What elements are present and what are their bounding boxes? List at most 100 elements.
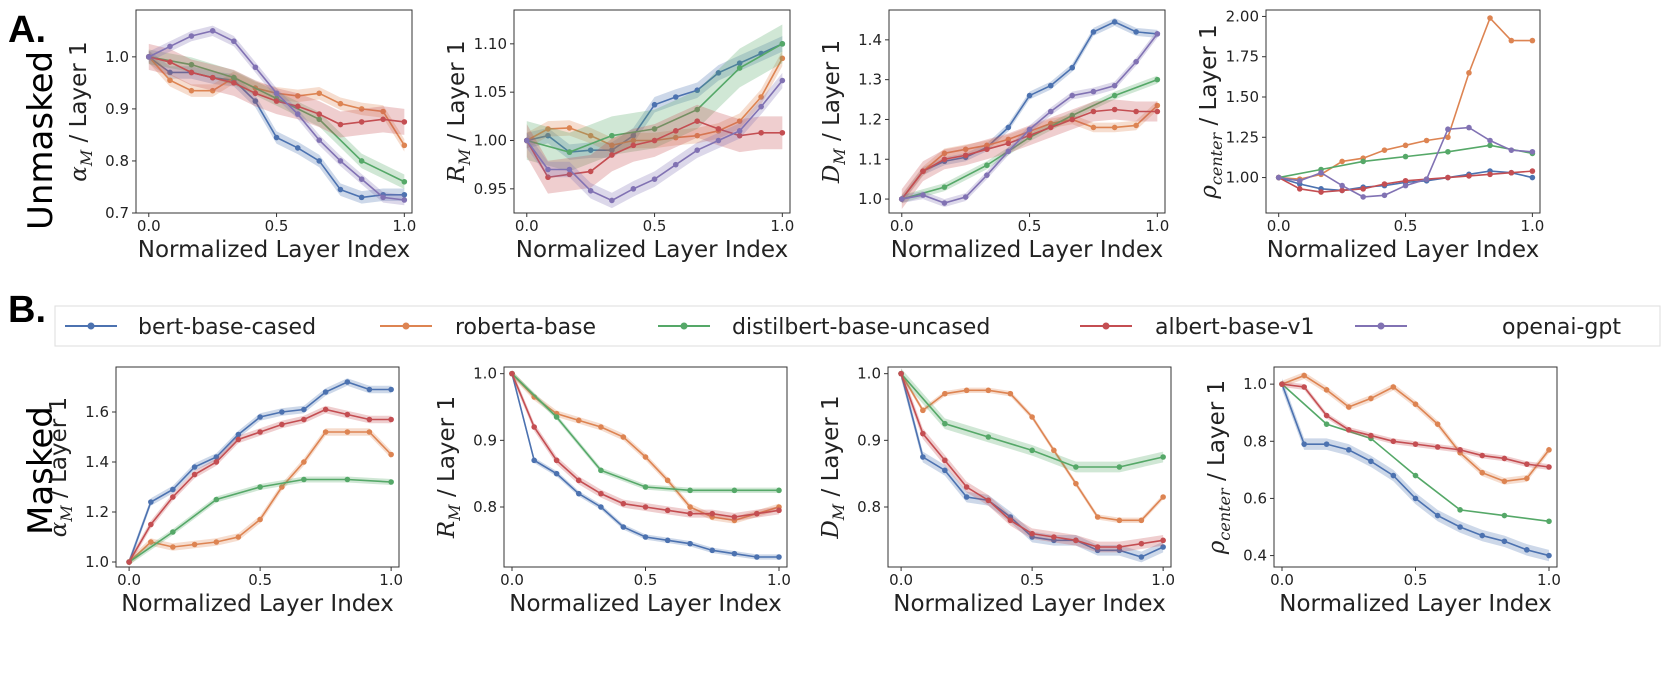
data-point-albert-base-v1	[553, 457, 560, 464]
data-point-openai-gpt	[167, 43, 173, 50]
data-point-albert-base-v1	[1301, 384, 1307, 390]
legend-marker-icon	[1377, 322, 1385, 330]
x-tick-label: 1.0	[770, 217, 794, 235]
data-point-albert-base-v1	[963, 484, 970, 490]
data-point-albert-base-v1	[509, 370, 515, 377]
data-point-roberta-base	[1160, 494, 1166, 500]
x-axis-label: Normalized Layer Index	[1279, 591, 1552, 617]
data-point-albert-base-v1	[344, 411, 351, 418]
y-tick-label: 0.8	[105, 152, 129, 170]
data-point-roberta-base	[337, 100, 344, 107]
data-point-albert-base-v1	[1051, 534, 1057, 540]
data-point-roberta-base	[1090, 124, 1097, 131]
data-point-distilbert-base-uncased	[188, 61, 195, 68]
data-point-bert-base-cased	[531, 457, 537, 464]
data-point-bert-base-cased	[1138, 554, 1145, 560]
data-point-roberta-base	[598, 424, 604, 430]
data-point-bert-base-cased	[316, 158, 323, 164]
data-point-albert-base-v1	[664, 507, 671, 514]
data-point-albert-base-v1	[1116, 544, 1123, 550]
data-point-distilbert-base-uncased	[1501, 512, 1508, 519]
y-tick-label: 0.95	[474, 180, 507, 198]
data-point-openai-gpt	[401, 197, 408, 203]
data-point-albert-base-v1	[380, 116, 386, 123]
data-point-bert-base-cased	[1412, 495, 1419, 502]
data-point-roberta-base	[1116, 517, 1123, 524]
data-point-albert-base-v1	[1434, 444, 1441, 450]
data-point-bert-base-cased	[575, 490, 582, 497]
data-point-roberta-base	[1111, 124, 1118, 131]
data-point-bert-base-cased	[167, 69, 173, 76]
y-tick-label: 1.6	[85, 403, 109, 421]
data-point-roberta-base	[1524, 475, 1530, 482]
data-point-bert-base-cased	[776, 554, 782, 560]
data-point-distilbert-base-uncased	[1402, 153, 1409, 160]
data-point-bert-base-cased	[1546, 552, 1552, 559]
data-point-albert-base-v1	[920, 168, 926, 175]
data-point-albert-base-v1	[642, 504, 649, 510]
data-point-albert-base-v1	[575, 477, 582, 484]
legend-item-distilbert: distilbert-base-uncased	[658, 315, 990, 340]
data-point-distilbert-base-uncased	[566, 149, 573, 155]
data-point-roberta-base	[366, 429, 373, 435]
data-point-roberta-base	[294, 93, 301, 99]
x-tick-label: 1.0	[1151, 571, 1175, 589]
data-point-albert-base-v1	[167, 59, 173, 65]
data-point-distilbert-base-uncased	[1160, 454, 1166, 460]
data-point-albert-base-v1	[1160, 537, 1166, 544]
data-point-distilbert-base-uncased	[1154, 76, 1161, 83]
data-point-roberta-base	[1402, 142, 1409, 149]
data-point-roberta-base	[941, 150, 948, 157]
data-point-albert-base-v1	[1138, 540, 1145, 547]
data-point-bert-base-cased	[642, 534, 649, 540]
data-point-openai-gpt	[920, 192, 926, 198]
data-point-albert-base-v1	[1479, 452, 1486, 459]
chart-unmasked-alpha: 0.0 0.5 1.0 0.7 0.8 0.9 1.0 Normalized Layer In…	[66, 9, 416, 263]
data-point-bert-base-cased	[920, 454, 926, 460]
panel-label-a: A.	[8, 9, 46, 51]
data-point-albert-base-v1	[1524, 461, 1530, 467]
data-point-distilbert-base-uncased	[358, 158, 365, 164]
data-point-openai-gpt	[252, 64, 259, 71]
data-point-albert-base-v1	[1339, 187, 1345, 194]
data-point-openai-gpt	[1529, 148, 1536, 155]
y-tick-label: 1.4	[85, 453, 109, 471]
legend-marker-icon	[1102, 322, 1110, 330]
data-point-openai-gpt	[1360, 194, 1366, 200]
data-point-openai-gpt	[758, 103, 764, 110]
x-tick-label: 1.0	[1520, 217, 1544, 235]
data-point-distilbert-base-uncased	[1360, 158, 1366, 165]
data-point-albert-base-v1	[709, 510, 716, 517]
panel-label-b: B.	[8, 289, 46, 331]
data-point-distilbert-base-uncased	[687, 487, 693, 494]
data-point-bert-base-cased	[148, 499, 154, 505]
data-point-openai-gpt	[962, 194, 969, 200]
data-point-bert-base-cased	[337, 186, 344, 193]
data-point-distilbert-base-uncased	[651, 126, 658, 132]
data-point-bert-base-cased	[1133, 29, 1139, 35]
data-point-roberta-base	[1423, 137, 1430, 144]
data-point-bert-base-cased	[1160, 544, 1166, 550]
plot-area	[503, 366, 788, 568]
data-point-roberta-base	[1368, 395, 1374, 402]
data-point-bert-base-cased	[1501, 538, 1508, 545]
data-point-roberta-base	[1005, 136, 1012, 143]
data-point-openai-gpt	[1466, 124, 1472, 131]
data-point-roberta-base	[322, 429, 329, 435]
data-point-openai-gpt	[231, 38, 237, 45]
data-point-distilbert-base-uncased	[257, 484, 263, 490]
data-point-albert-base-v1	[1047, 124, 1054, 131]
data-point-albert-base-v1	[941, 156, 948, 163]
series-group	[145, 25, 408, 206]
data-point-bert-base-cased	[598, 504, 604, 510]
data-point-bert-base-cased	[1457, 524, 1463, 530]
data-point-openai-gpt	[672, 161, 679, 168]
data-point-albert-base-v1	[758, 129, 764, 136]
data-point-albert-base-v1	[316, 111, 323, 117]
data-point-openai-gpt	[1339, 182, 1345, 189]
y-tick-label: 1.3	[858, 71, 882, 89]
confidence-band-bert-base-cased	[1282, 378, 1549, 562]
data-point-albert-base-v1	[366, 416, 373, 423]
data-point-openai-gpt	[1296, 177, 1303, 184]
